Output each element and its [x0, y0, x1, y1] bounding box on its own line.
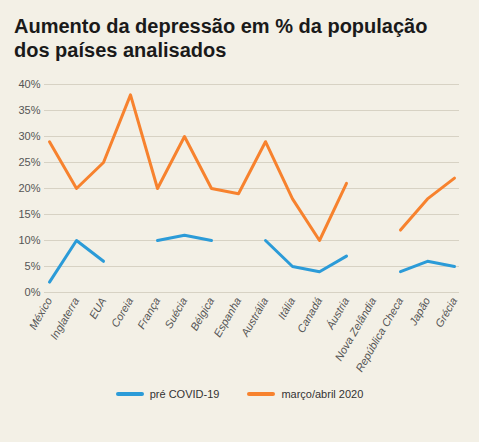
svg-text:40%: 40%	[18, 78, 40, 90]
svg-text:EUA: EUA	[87, 295, 109, 321]
svg-text:Bélgica: Bélgica	[188, 295, 216, 332]
svg-text:Espanha: Espanha	[211, 295, 244, 339]
svg-text:Austrália: Austrália	[238, 295, 270, 339]
svg-text:35%: 35%	[18, 104, 40, 116]
html-text:pré COVID-19: pré COVID-19	[149, 388, 220, 400]
svg-text:Grécia: Grécia	[433, 295, 460, 329]
svg-text:França: França	[135, 295, 163, 331]
svg-text:5%: 5%	[25, 260, 41, 272]
svg-text:Nova Zelândia: Nova Zelândia	[332, 295, 379, 363]
html-text:Aumento da depressão em % da p: Aumento da depressão em % da população d…	[14, 15, 428, 61]
svg-text:Suécia: Suécia	[162, 295, 189, 330]
svg-text:15%: 15%	[18, 208, 40, 220]
svg-text:Coreia: Coreia	[109, 295, 136, 329]
svg-text:Canadá: Canadá	[295, 295, 325, 334]
html-text:março/abril 2020: março/abril 2020	[281, 388, 364, 400]
svg-text:México: México	[26, 295, 54, 331]
svg-text:30%: 30%	[18, 130, 40, 142]
svg-text:Áustria: Áustria	[323, 295, 351, 332]
svg-text:10%: 10%	[18, 234, 40, 246]
svg-text:Itália: Itália	[275, 295, 297, 321]
svg-text:20%: 20%	[18, 182, 40, 194]
svg-text:República Checa: República Checa	[353, 295, 405, 374]
svg-text:25%: 25%	[18, 156, 40, 168]
svg-text:Inglaterra: Inglaterra	[48, 295, 82, 341]
svg-text:Japão: Japão	[406, 295, 432, 328]
svg-text:0%: 0%	[25, 286, 41, 298]
